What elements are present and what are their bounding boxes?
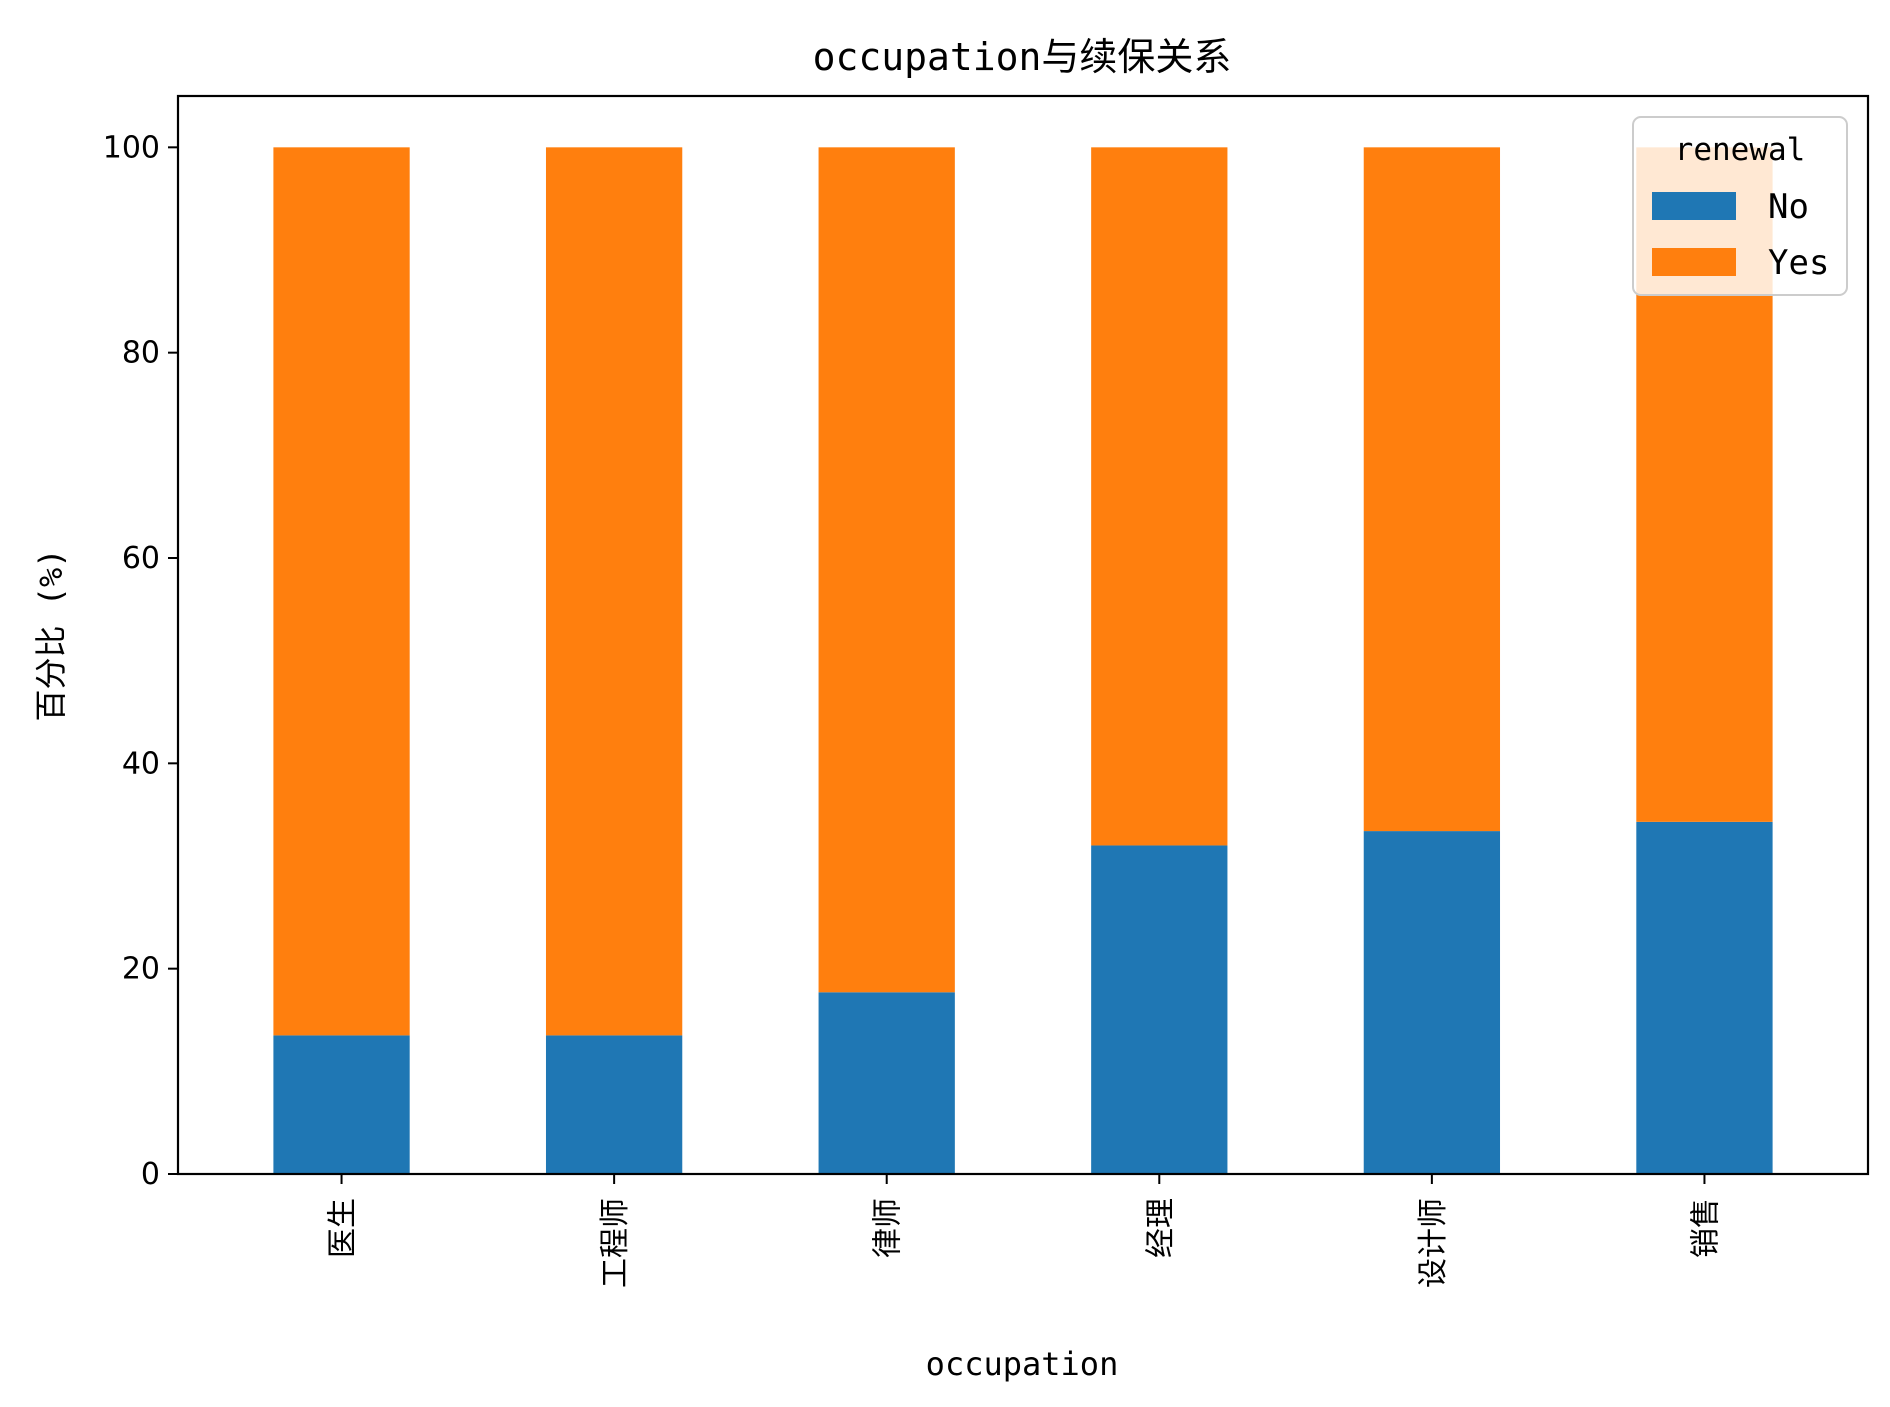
x-tick-label-4: 设计师 [1416, 1198, 1451, 1288]
bar-yes-3 [1091, 147, 1228, 846]
legend-label-yes: Yes [1768, 243, 1829, 283]
bar-yes-0 [273, 147, 410, 1036]
x-axis: 医生 工程师 律师 经理 设计师 销售 [326, 1174, 1723, 1288]
legend: renewal No Yes [1632, 116, 1848, 296]
legend-title: renewal [1675, 132, 1806, 168]
bar-no-3 [1091, 845, 1228, 1174]
legend-label-no: No [1768, 187, 1809, 227]
y-tick-label-4: 80 [122, 336, 160, 371]
legend-swatch-yes [1652, 248, 1736, 276]
y-tick-label-1: 20 [122, 952, 160, 987]
legend-entries: No Yes [1652, 187, 1829, 283]
chart-title: occupation与续保关系 [813, 35, 1232, 79]
y-axis: 0 20 40 60 80 100 [103, 130, 178, 1192]
bar-yes-4 [1363, 147, 1501, 832]
x-tick-label-3: 经理 [1143, 1198, 1178, 1258]
bar-no-2 [818, 992, 955, 1174]
x-tick-label-2: 律师 [871, 1198, 906, 1258]
bar-yes-1 [545, 147, 683, 1036]
bar-yes-2 [818, 147, 955, 993]
x-tick-label-0: 医生 [326, 1198, 361, 1258]
legend-swatch-no [1652, 192, 1736, 220]
bar-no-5 [1636, 821, 1773, 1174]
y-axis-label: 百分比 (%) [32, 548, 70, 721]
plot-frame [176, 94, 1870, 1176]
bar-no-4 [1363, 831, 1501, 1174]
y-tick-label-5: 100 [103, 130, 160, 165]
y-tick-label-0: 0 [141, 1157, 160, 1192]
bar-no-0 [273, 1035, 410, 1174]
y-tick-label-3: 60 [122, 541, 160, 576]
bars-group [273, 147, 1773, 1174]
x-tick-label-1: 工程师 [598, 1198, 633, 1288]
x-axis-label: occupation [926, 1345, 1119, 1383]
bar-no-1 [545, 1035, 683, 1174]
x-tick-label-5: 销售 [1688, 1198, 1723, 1258]
y-tick-label-2: 40 [122, 746, 160, 781]
